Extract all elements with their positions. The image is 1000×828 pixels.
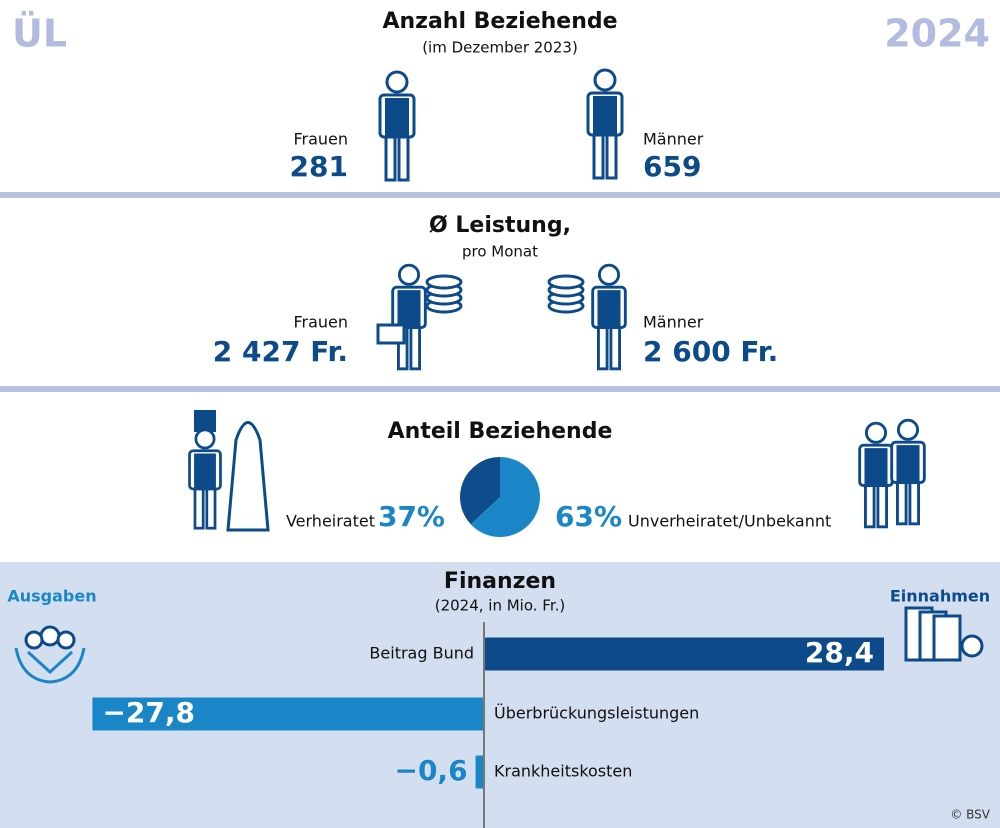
- label: Frauen: [293, 130, 348, 149]
- header-right: 2024: [884, 12, 990, 56]
- value: 281: [290, 150, 348, 183]
- pie-slice: [459, 457, 500, 525]
- chart-title: Anteil Beziehende: [388, 419, 613, 444]
- icon-coins: [425, 274, 463, 314]
- icon-family: [14, 625, 86, 684]
- value-label: 37%: [378, 500, 445, 533]
- icon-coins: [547, 274, 585, 314]
- value-label: −27,8: [102, 696, 195, 729]
- category-label: Überbrückungsleistungen: [494, 704, 699, 723]
- category-label: Beitrag Bund: [369, 644, 474, 663]
- credit: © BSV: [950, 808, 990, 822]
- icon-woman: [391, 263, 427, 371]
- value-label: 63%: [555, 500, 622, 533]
- icon-couple: [188, 410, 270, 532]
- chart-title: Finanzen: [444, 569, 556, 594]
- section-subtitle: (im Dezember 2023): [422, 39, 578, 57]
- label: Männer: [643, 313, 704, 332]
- section-title: Ø Leistung,: [429, 213, 571, 238]
- separator: [0, 192, 1000, 198]
- category-label: Krankheitskosten: [494, 762, 632, 781]
- label: Männer: [643, 130, 704, 149]
- pie-slice: [470, 457, 540, 537]
- value: 2 600 Fr.: [643, 335, 778, 368]
- value-label: −0,6: [394, 754, 467, 787]
- icon-bag: [376, 323, 406, 345]
- icon-money: [904, 606, 984, 662]
- value-label: 28,4: [805, 636, 874, 669]
- value: 2 427 Fr.: [213, 335, 348, 368]
- bar: [475, 755, 484, 789]
- label: Frauen: [293, 313, 348, 332]
- annotation: Einnahmen: [890, 587, 990, 606]
- icon-man: [586, 68, 624, 180]
- annotation: Ausgaben: [7, 587, 96, 606]
- icon-children: [858, 418, 926, 529]
- value: 659: [643, 150, 701, 183]
- separator: [0, 386, 1000, 392]
- header-left: ÜL: [12, 12, 67, 56]
- section-subtitle: pro Monat: [462, 243, 538, 261]
- bar: [484, 637, 884, 671]
- section-title: Anzahl Beziehende: [382, 9, 617, 34]
- legend-label: Unverheiratet/Unbekannt: [628, 512, 831, 531]
- icon-woman: [378, 70, 416, 182]
- finance-background: [0, 562, 1000, 828]
- chart-subtitle: (2024, in Mio. Fr.): [435, 597, 566, 615]
- icon-man: [591, 263, 627, 371]
- legend-label: Verheiratet: [286, 512, 375, 531]
- bar: [92, 697, 484, 731]
